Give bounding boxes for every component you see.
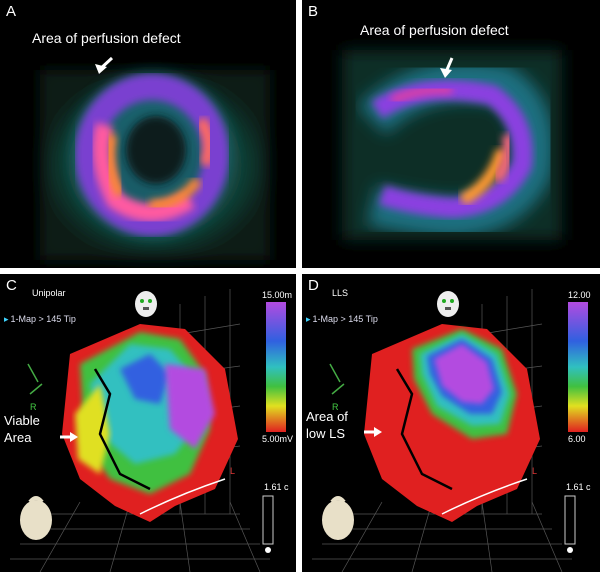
axis-r-label: R	[30, 402, 37, 412]
color-scale-bar	[266, 302, 286, 432]
map-name-label: ▸ 1-Map > 145 Tip	[4, 314, 76, 324]
unipolar-voltage-map-image	[0, 274, 296, 572]
panel-letter: A	[6, 3, 17, 20]
panel-letter: D	[308, 277, 319, 294]
panel-b-spect-long-axis: B Area of perfusion defect	[302, 0, 600, 268]
ruler-label: 1.61 c	[264, 482, 289, 492]
color-scale-bar	[568, 302, 588, 432]
axis-r-label: R	[332, 402, 339, 412]
scale-min-label: 6.00	[568, 434, 586, 444]
map-mode-label: Unipolar	[32, 288, 66, 298]
map-mode-label: LLS	[332, 288, 349, 298]
panel-d-lls-map: D LLS ▸ 1-Map > 145 Tip 12.00 6.00 Area o…	[302, 274, 600, 572]
heart-icon	[322, 500, 354, 540]
heart-icon	[20, 500, 52, 540]
annotation-perfusion-defect: Area of perfusion defect	[360, 22, 509, 38]
panel-c-unipolar-map: C Unipolar ▸ 1-Map > 145 Tip 15.00m 5.00m…	[0, 274, 296, 572]
low-ls-area-label: Area of low LS	[306, 409, 348, 441]
scale-min-label: 5.00mV	[262, 434, 294, 444]
spect-long-axis-image	[302, 0, 600, 268]
annotation-perfusion-defect: Area of perfusion defect	[32, 30, 181, 46]
ruler-label: 1.61 c	[566, 482, 591, 492]
panel-letter: B	[308, 3, 319, 20]
head-orientation-icon	[437, 291, 459, 317]
spect-short-axis-image	[0, 0, 296, 268]
lls-map-image	[302, 274, 600, 572]
head-orientation-icon	[135, 291, 157, 317]
axis-l-label: L	[230, 466, 236, 476]
panel-letter: C	[6, 277, 17, 294]
axis-l-label: L	[532, 466, 538, 476]
panel-a-spect-short-axis: A Area of perfusion defect	[0, 0, 296, 268]
viable-area-label: Viable Area	[4, 413, 40, 445]
map-name-label: ▸ 1-Map > 145 Tip	[306, 314, 378, 324]
scale-max-label: 15.00m	[262, 290, 293, 300]
scale-max-label: 12.00	[568, 290, 591, 300]
